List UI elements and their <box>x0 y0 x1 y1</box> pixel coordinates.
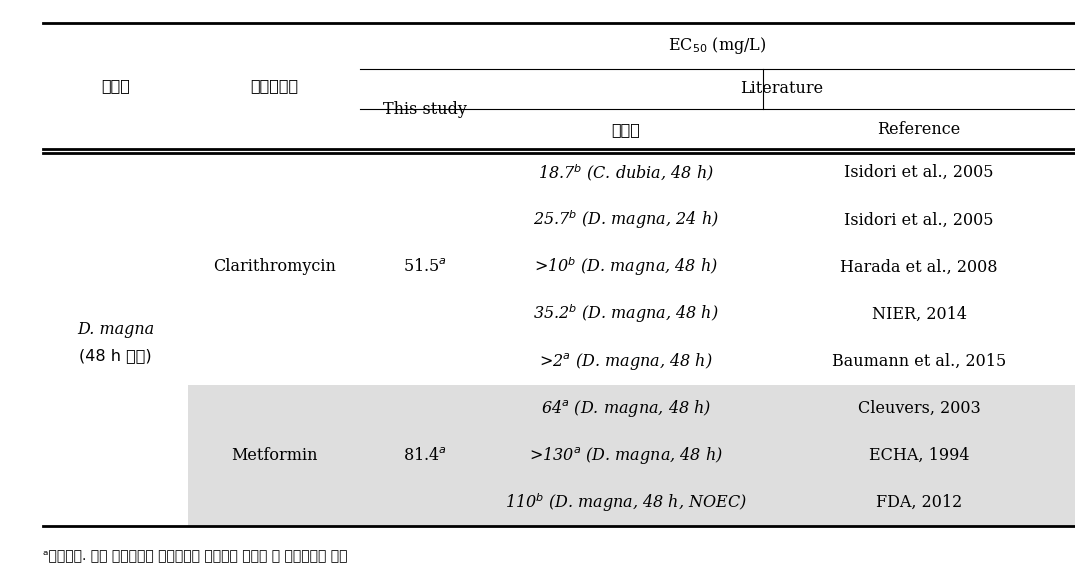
Text: EC$_{50}$ (mg/L): EC$_{50}$ (mg/L) <box>669 36 766 56</box>
Text: D. magna: D. magna <box>77 320 154 338</box>
Text: 독성값: 독성값 <box>612 122 641 137</box>
Text: 시험종: 시험종 <box>101 79 130 94</box>
Text: 의약물질명: 의약물질명 <box>250 79 298 94</box>
Text: Baumann et al., 2015: Baumann et al., 2015 <box>832 352 1006 370</box>
Text: FDA, 2012: FDA, 2012 <box>876 494 962 511</box>
Text: >2$^{a}$ (D. magna, 48 h): >2$^{a}$ (D. magna, 48 h) <box>540 351 713 371</box>
Text: 25.7$^{b}$ (D. magna, 24 h): 25.7$^{b}$ (D. magna, 24 h) <box>533 208 719 231</box>
Text: >10$^{b}$ (D. magna, 48 h): >10$^{b}$ (D. magna, 48 h) <box>534 255 718 278</box>
Text: 18.7$^{b}$ (C. dubia, 48 h): 18.7$^{b}$ (C. dubia, 48 h) <box>539 162 714 183</box>
Text: 64$^{a}$ (D. magna, 48 h): 64$^{a}$ (D. magna, 48 h) <box>541 398 712 418</box>
Text: >130$^{a}$ (D. magna, 48 h): >130$^{a}$ (D. magna, 48 h) <box>529 445 723 466</box>
Text: Reference: Reference <box>877 121 961 138</box>
Text: Harada et al., 2008: Harada et al., 2008 <box>841 258 998 276</box>
Text: 51.5$^{a}$: 51.5$^{a}$ <box>403 258 446 276</box>
Text: NIER, 2014: NIER, 2014 <box>872 305 966 323</box>
Text: Isidori et al., 2005: Isidori et al., 2005 <box>844 164 994 181</box>
Text: This study: This study <box>383 100 467 118</box>
Text: Clarithromycin: Clarithromycin <box>213 258 335 276</box>
Bar <box>188 385 1075 526</box>
Text: Isidori et al., 2005: Isidori et al., 2005 <box>844 211 994 228</box>
Text: (48 h 노출): (48 h 노출) <box>80 348 152 363</box>
Text: 35.2$^{b}$ (D. magna, 48 h): 35.2$^{b}$ (D. magna, 48 h) <box>533 302 719 325</box>
Text: 81.4$^{a}$: 81.4$^{a}$ <box>403 447 446 464</box>
Text: ECHA, 1994: ECHA, 1994 <box>869 447 970 464</box>
Text: 110$^{b}$ (D. magna, 48 h, NOEC): 110$^{b}$ (D. magna, 48 h, NOEC) <box>505 491 747 514</box>
Text: Literature: Literature <box>741 80 823 98</box>
Text: ᵃ실측농도. 또는 실측농도와 설정농도가 유사함을 확인한 뒤 설정농도로 표기: ᵃ실측농도. 또는 실측농도와 설정농도가 유사함을 확인한 뒤 설정농도로 표… <box>43 549 347 563</box>
Text: Cleuvers, 2003: Cleuvers, 2003 <box>858 400 980 417</box>
Text: Metformin: Metformin <box>231 447 317 464</box>
